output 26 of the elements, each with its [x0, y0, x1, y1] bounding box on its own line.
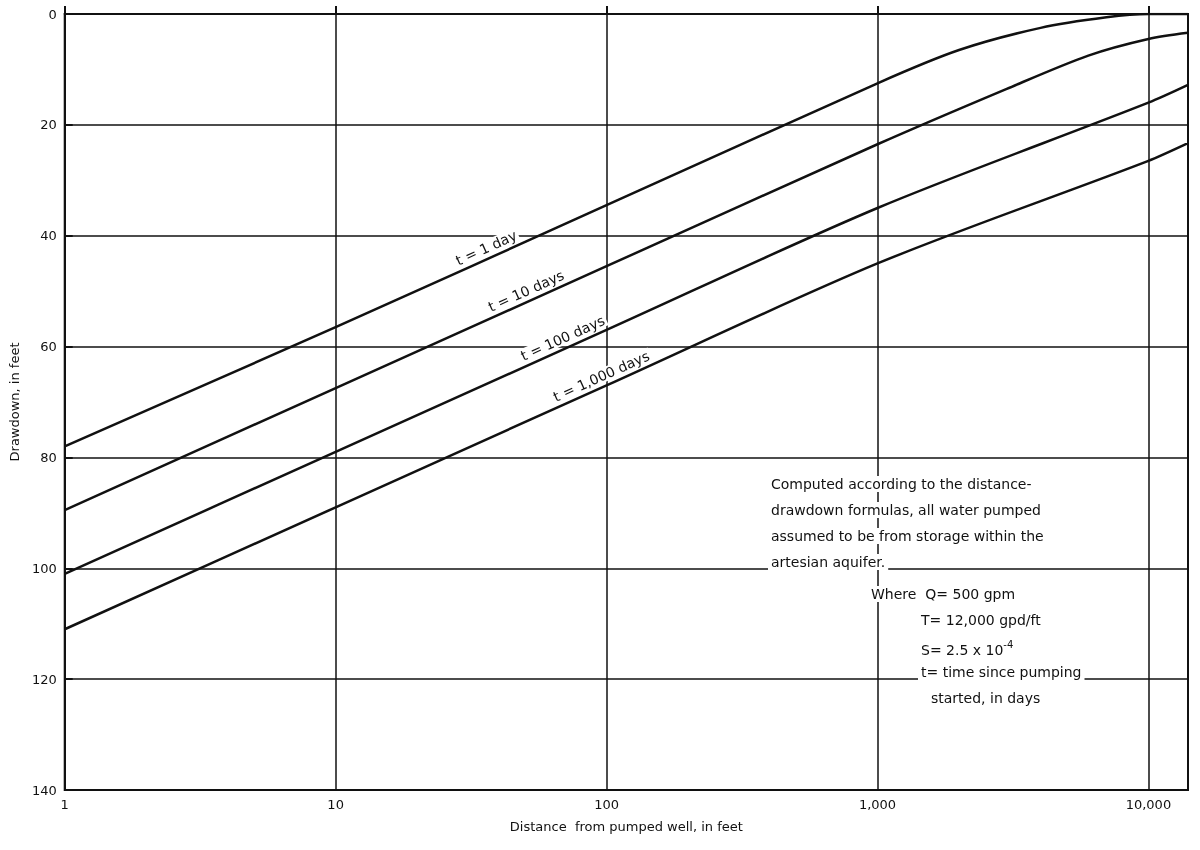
x-tick-label: 10,000: [1125, 797, 1172, 812]
annotation: drawdown formulas, all water pumped: [771, 502, 1042, 518]
x-tick-label: 10: [327, 797, 344, 812]
annotation: artesian aquifer.: [771, 554, 886, 570]
text: t = 10 days: [485, 266, 567, 315]
text: t = 1 day: [453, 227, 520, 269]
annotation: started, in days: [931, 690, 1041, 706]
annotation: t= time since pumping: [921, 664, 1082, 680]
annotation: T= 12,000 gpd/ft: [920, 612, 1042, 628]
x-axis-title: Distance from pumped well, in feet: [509, 819, 743, 834]
y-tick-label: 80: [40, 449, 57, 465]
x-tick-label: 1: [60, 797, 69, 812]
annotation: Computed according to the distance-: [771, 476, 1032, 492]
y-tick-label: 140: [31, 782, 57, 798]
y-tick-label: 20: [40, 117, 57, 133]
y-tick-label: 100: [31, 560, 57, 576]
x-tick-label: 100: [594, 797, 619, 812]
y-tick-label: 40: [40, 228, 57, 244]
annotation: Where Q= 500 gpm: [871, 586, 1016, 602]
annotation: assumed to be from storage within the: [771, 528, 1044, 544]
text: t = 100 days: [518, 312, 608, 364]
y-axis-title: Drawdown, in feet: [7, 342, 22, 462]
y-tick-label: 120: [31, 671, 57, 687]
y-tick-label: 60: [40, 339, 57, 355]
y-tick-label: 0: [48, 6, 57, 22]
x-tick-label: 1,000: [858, 797, 897, 812]
